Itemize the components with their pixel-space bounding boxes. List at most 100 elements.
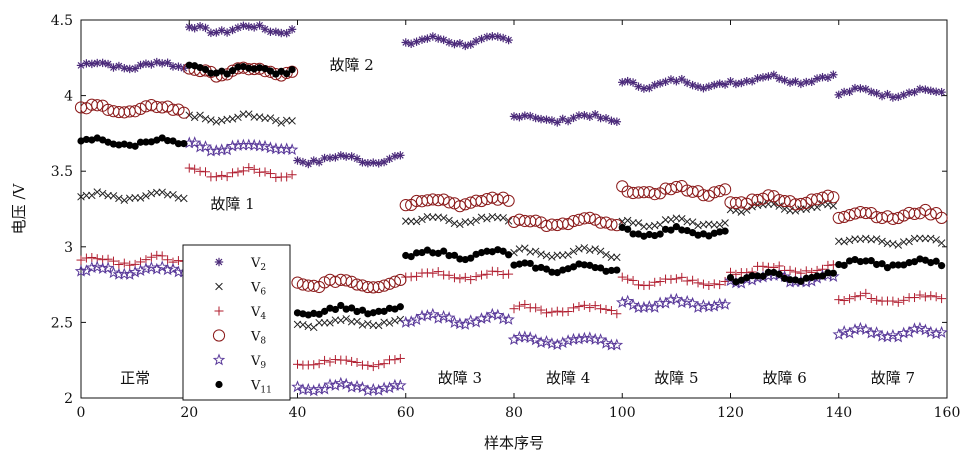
point-V9 bbox=[155, 260, 169, 273]
point-V9 bbox=[583, 331, 597, 344]
point-V11 bbox=[164, 137, 172, 145]
point-V11 bbox=[932, 257, 940, 265]
point-V6 bbox=[169, 190, 177, 199]
point-V6 bbox=[742, 206, 751, 214]
point-V8 bbox=[935, 211, 948, 225]
point-V11 bbox=[921, 256, 929, 264]
point-V2 bbox=[720, 80, 730, 89]
point-V4 bbox=[704, 281, 714, 291]
point-V6 bbox=[250, 113, 258, 121]
point-V6 bbox=[385, 319, 394, 327]
point-V4 bbox=[152, 250, 162, 260]
point-V2 bbox=[282, 28, 291, 38]
point-V11 bbox=[661, 225, 670, 233]
point-V4 bbox=[238, 166, 248, 176]
point-V4 bbox=[520, 299, 530, 309]
point-V2 bbox=[493, 32, 502, 41]
point-V2 bbox=[710, 80, 719, 90]
point-V8 bbox=[475, 194, 488, 208]
point-V8 bbox=[459, 198, 472, 211]
point-V9 bbox=[366, 382, 380, 395]
point-V4 bbox=[119, 258, 129, 268]
point-V9 bbox=[702, 300, 716, 313]
point-V4 bbox=[320, 355, 330, 365]
annotation-label: 故障 7 bbox=[871, 369, 915, 387]
point-V11 bbox=[521, 259, 529, 267]
point-V6 bbox=[412, 217, 421, 226]
point-V2 bbox=[845, 87, 854, 97]
series-V9 bbox=[74, 136, 948, 397]
point-V6 bbox=[721, 219, 729, 227]
point-V4 bbox=[834, 295, 844, 305]
point-V4 bbox=[282, 172, 292, 182]
point-V11 bbox=[743, 274, 751, 282]
point-V9 bbox=[90, 260, 104, 273]
x-tick-label: 80 bbox=[505, 405, 523, 421]
point-V11 bbox=[802, 274, 810, 282]
point-V9 bbox=[832, 327, 846, 340]
point-V11 bbox=[569, 263, 578, 271]
point-V11 bbox=[99, 136, 107, 144]
point-V11 bbox=[640, 232, 648, 240]
annotation-label: 故障 5 bbox=[654, 369, 698, 387]
series-V11 bbox=[77, 61, 946, 319]
point-V11 bbox=[288, 66, 296, 74]
point-V11 bbox=[699, 230, 708, 238]
point-V11 bbox=[180, 140, 188, 148]
point-V2 bbox=[152, 57, 161, 67]
point-V9 bbox=[540, 334, 553, 347]
point-V11 bbox=[883, 264, 892, 272]
point-V6 bbox=[136, 194, 145, 202]
x-tick-label: 140 bbox=[825, 405, 852, 421]
point-V6 bbox=[180, 194, 188, 203]
point-V9 bbox=[891, 330, 905, 343]
point-V6 bbox=[634, 219, 643, 227]
point-V9 bbox=[680, 294, 694, 307]
point-V11 bbox=[191, 62, 199, 70]
point-V2 bbox=[607, 116, 616, 125]
point-V9 bbox=[226, 139, 239, 152]
point-V9 bbox=[453, 317, 467, 330]
point-V11 bbox=[369, 309, 377, 317]
point-V8 bbox=[605, 218, 618, 231]
point-V11 bbox=[461, 255, 469, 264]
point-V9 bbox=[394, 378, 407, 391]
point-V9 bbox=[643, 299, 656, 312]
point-V8 bbox=[134, 102, 147, 116]
point-V9 bbox=[908, 322, 921, 335]
point-V4 bbox=[866, 293, 876, 303]
point-V8 bbox=[924, 208, 937, 221]
point-V8 bbox=[399, 199, 412, 212]
point-V6 bbox=[564, 251, 572, 259]
point-V6 bbox=[212, 118, 221, 126]
point-V6 bbox=[602, 250, 610, 259]
point-V11 bbox=[645, 230, 653, 239]
annotation-label: 故障 1 bbox=[210, 195, 254, 213]
point-V9 bbox=[561, 334, 575, 347]
point-V11 bbox=[651, 231, 659, 240]
point-V9 bbox=[210, 144, 223, 157]
point-V11 bbox=[586, 261, 594, 269]
point-V11 bbox=[818, 272, 827, 280]
point-V8 bbox=[838, 210, 851, 224]
point-V2 bbox=[715, 79, 724, 88]
point-V4 bbox=[460, 272, 470, 282]
point-V4 bbox=[271, 173, 281, 183]
point-V9 bbox=[637, 300, 651, 313]
point-V9 bbox=[545, 337, 559, 350]
y-tick-label: 3 bbox=[64, 240, 73, 256]
point-V2 bbox=[812, 74, 822, 83]
point-V2 bbox=[829, 70, 838, 79]
point-V11 bbox=[266, 67, 275, 75]
point-V11 bbox=[169, 137, 177, 145]
x-tick-label: 20 bbox=[180, 405, 198, 421]
point-V4 bbox=[477, 270, 487, 280]
point-V11 bbox=[656, 230, 664, 238]
point-V9 bbox=[172, 265, 185, 278]
point-V9 bbox=[697, 298, 710, 311]
point-V6 bbox=[802, 205, 811, 213]
point-V2 bbox=[726, 77, 735, 86]
point-V9 bbox=[139, 262, 153, 275]
point-V4 bbox=[260, 167, 270, 177]
annotations: 正常 故障 1 故障 2 故障 3 故障 4 故障 5 故障 6 故障 7 bbox=[120, 56, 915, 387]
